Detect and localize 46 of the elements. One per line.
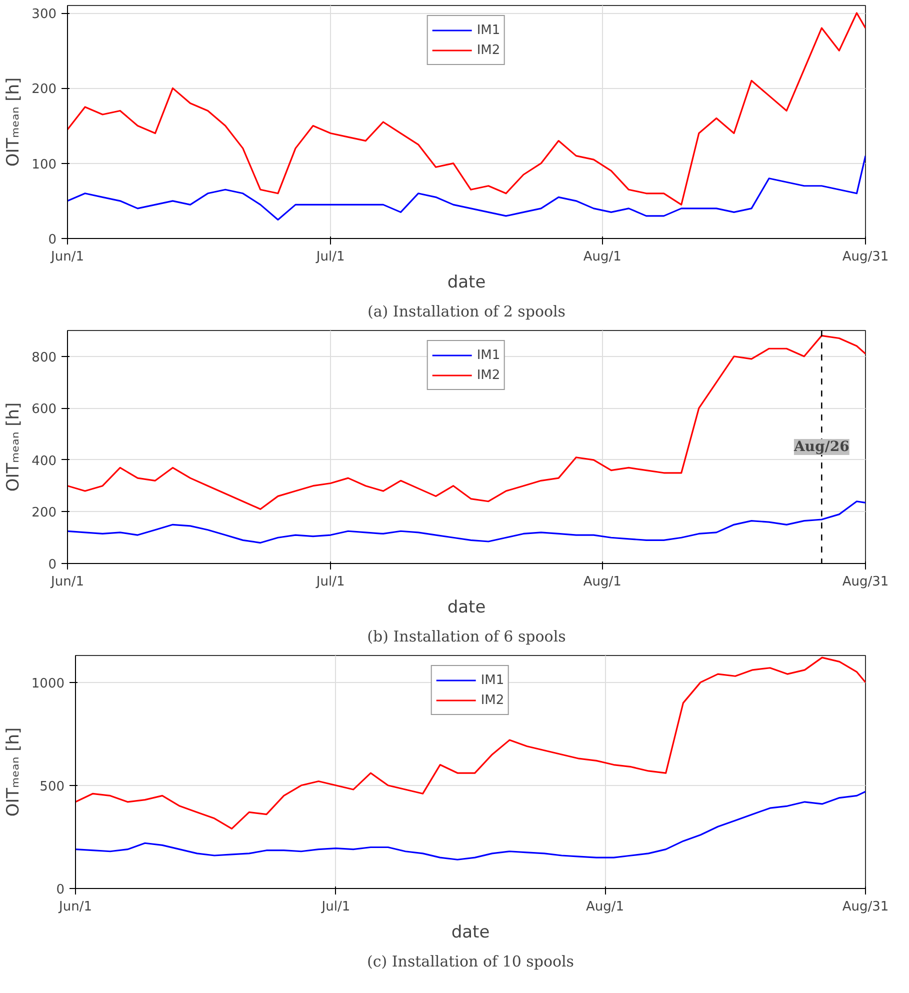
x-tick-label: Aug/31 (842, 574, 889, 590)
legend-label: IM2 (476, 368, 500, 382)
text: (a) Installation of 2 spools (367, 302, 566, 320)
y-tick-label: 0 (56, 882, 65, 898)
line-series (76, 656, 866, 830)
line-series (76, 790, 866, 860)
x-axis-title: date (447, 272, 486, 292)
y-tick-label: 200 (32, 506, 57, 521)
legend-label: IM1 (480, 672, 504, 688)
x-tick-label: Aug/1 (586, 900, 624, 914)
x-axis-title: date (447, 598, 486, 618)
x-tick-label: Jun/1 (50, 250, 84, 264)
text: (b) Installation of 6 spools (367, 628, 566, 646)
y-tick-label: 800 (32, 350, 57, 366)
line-series (68, 500, 866, 544)
y-tick-label: 0 (48, 558, 57, 572)
legend-label: IM2 (476, 42, 500, 58)
line-series (68, 12, 866, 206)
y-tick-label: 100 (32, 157, 57, 172)
text: (c) Installation of 10 spools (366, 952, 574, 970)
y-axis-title: OITₘₑₐₙ [h] (4, 77, 24, 167)
x-tick-label: Jul/1 (320, 900, 350, 914)
y-tick-label: 600 (32, 402, 57, 418)
legend-label: IM1 (476, 22, 500, 38)
x-tick-label: Jun/1 (50, 574, 84, 590)
x-tick-label: Jul/1 (315, 250, 345, 264)
x-tick-label: Aug/1 (583, 574, 622, 590)
y-tick-label: 500 (40, 779, 65, 794)
x-tick-label: Jul/1 (315, 574, 345, 590)
y-tick-label: 1000 (31, 676, 65, 692)
x-tick-label: Jun/1 (58, 900, 92, 914)
x-tick-label: Aug/31 (842, 900, 889, 914)
y-tick-label: 400 (32, 454, 57, 469)
legend-label: IM2 (480, 692, 504, 708)
line-series (68, 155, 866, 221)
x-axis-title: date (451, 922, 490, 942)
ref-line-label: Aug/26 (792, 439, 850, 455)
legend-label: IM1 (476, 348, 500, 362)
x-tick-label: Aug/1 (583, 250, 622, 264)
y-tick-label: 300 (32, 7, 57, 22)
x-tick-label: Aug/31 (842, 250, 889, 264)
y-axis-title: OITₘₑₐₙ [h] (4, 402, 24, 492)
y-tick-label: 0 (48, 232, 57, 248)
y-tick-label: 200 (32, 82, 57, 98)
line-series (68, 334, 866, 510)
y-axis-title: OITₘₑₐₙ [h] (3, 727, 24, 817)
